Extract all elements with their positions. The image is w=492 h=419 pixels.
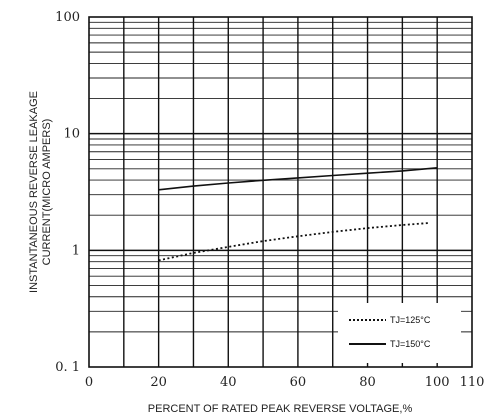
legend-label-150: TJ=150°C	[390, 339, 431, 349]
series-layer	[158, 167, 438, 262]
legend-label-125: TJ=125°C	[390, 315, 431, 325]
x-axis-label: PERCENT OF RATED PEAK REVERSE VOLTAGE,%	[148, 403, 413, 415]
x-tick-label: 80	[359, 375, 376, 390]
y-axis-label: INSTANTANEOUS REVERSE LEAKAGE CURRENT(MI…	[28, 91, 53, 293]
y-tick-label: 1	[72, 243, 80, 258]
x-tick-label: 100	[425, 375, 450, 390]
series-line-1	[158, 167, 438, 191]
grid-major	[89, 17, 472, 367]
x-tick-label: 40	[220, 375, 237, 390]
grid-minor	[89, 21, 472, 333]
y-tick-label: 0. 1	[55, 360, 80, 375]
legend: TJ=125°C TJ=150°C	[338, 303, 461, 363]
y-tick-label: 10	[63, 127, 80, 142]
series-line-0	[158, 222, 431, 262]
x-tick-label: 0	[85, 375, 93, 390]
legend-box	[338, 303, 461, 363]
y-tick-label: 100	[55, 10, 80, 25]
y-axis-label-line-2: CURRENT(MICRO AMPERS)	[41, 119, 53, 266]
y-ticks: 0. 1 1 10 100	[55, 10, 80, 375]
x-ticks: 0 20 40 60 80 100 110	[85, 375, 485, 390]
y-axis-label-line-1: INSTANTANEOUS REVERSE LEAKAGE	[28, 91, 40, 293]
x-tick-label: 20	[150, 375, 167, 390]
plot-frame	[88, 16, 473, 368]
x-tick-label: 110	[460, 375, 485, 390]
x-tick-label: 60	[290, 375, 307, 390]
